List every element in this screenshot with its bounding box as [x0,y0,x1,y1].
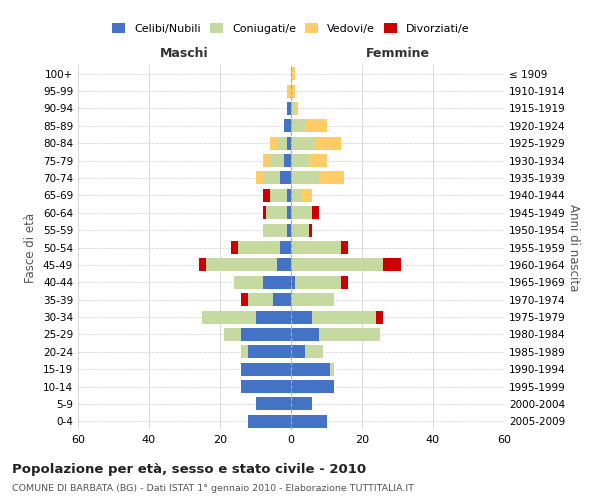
Bar [287,136,291,149]
Bar [287,189,291,202]
Y-axis label: Anni di nascita: Anni di nascita [566,204,580,291]
Bar [266,206,287,220]
Bar [270,136,277,149]
Legend: Celibi/Nubili, Coniugati/e, Vedovi/e, Divorziati/e: Celibi/Nubili, Coniugati/e, Vedovi/e, Di… [109,20,473,37]
Bar [291,276,295,289]
Bar [199,258,206,272]
Bar [270,189,287,202]
Bar [309,224,313,236]
Bar [291,136,316,149]
Bar [291,398,313,410]
Bar [270,154,284,167]
Bar [241,328,291,341]
Bar [291,67,295,80]
Text: COMUNE DI BARBATA (BG) - Dati ISTAT 1° gennaio 2010 - Elaborazione TUTTITALIA.IT: COMUNE DI BARBATA (BG) - Dati ISTAT 1° g… [12,484,414,493]
Bar [291,415,326,428]
Bar [309,154,326,167]
Bar [319,172,344,184]
Bar [341,241,348,254]
Bar [291,293,334,306]
Bar [302,189,312,202]
Bar [291,362,330,376]
Bar [291,189,302,202]
Bar [263,224,287,236]
Bar [376,310,383,324]
Bar [287,102,291,115]
Bar [295,276,341,289]
Bar [277,258,291,272]
Bar [291,172,319,184]
Bar [316,136,341,149]
Bar [291,102,295,115]
Bar [287,206,291,220]
Bar [248,415,291,428]
Bar [248,293,273,306]
Bar [241,346,248,358]
Bar [280,172,291,184]
Bar [280,241,291,254]
Bar [309,224,313,236]
Bar [291,120,305,132]
Bar [284,120,291,132]
Bar [224,328,241,341]
Bar [287,224,291,236]
Bar [291,380,334,393]
Bar [291,328,319,341]
Bar [291,84,295,98]
Bar [383,258,401,272]
Bar [291,154,309,167]
Bar [241,380,291,393]
Bar [383,258,394,272]
Bar [291,224,309,236]
Bar [256,398,291,410]
Bar [313,310,376,324]
Text: Femmine: Femmine [365,47,430,60]
Bar [305,346,323,358]
Bar [313,206,319,220]
Bar [263,206,266,220]
Bar [319,328,380,341]
Bar [206,258,277,272]
Bar [305,120,326,132]
Y-axis label: Fasce di età: Fasce di età [25,212,37,282]
Bar [248,346,291,358]
Bar [313,206,316,220]
Bar [234,276,263,289]
Bar [199,258,206,272]
Bar [266,189,270,202]
Bar [287,84,291,98]
Bar [295,102,298,115]
Bar [291,206,313,220]
Bar [263,189,270,202]
Bar [330,362,334,376]
Bar [230,241,238,254]
Bar [341,276,348,289]
Bar [263,154,270,167]
Bar [291,258,383,272]
Bar [341,241,348,254]
Bar [284,154,291,167]
Bar [256,172,263,184]
Bar [291,241,341,254]
Text: Maschi: Maschi [160,47,209,60]
Bar [241,362,291,376]
Bar [202,310,256,324]
Bar [238,241,280,254]
Bar [273,293,291,306]
Bar [291,310,313,324]
Bar [277,136,287,149]
Bar [263,172,280,184]
Text: Popolazione per età, sesso e stato civile - 2010: Popolazione per età, sesso e stato civil… [12,462,366,475]
Bar [256,310,291,324]
Bar [241,293,248,306]
Bar [263,276,291,289]
Bar [291,346,305,358]
